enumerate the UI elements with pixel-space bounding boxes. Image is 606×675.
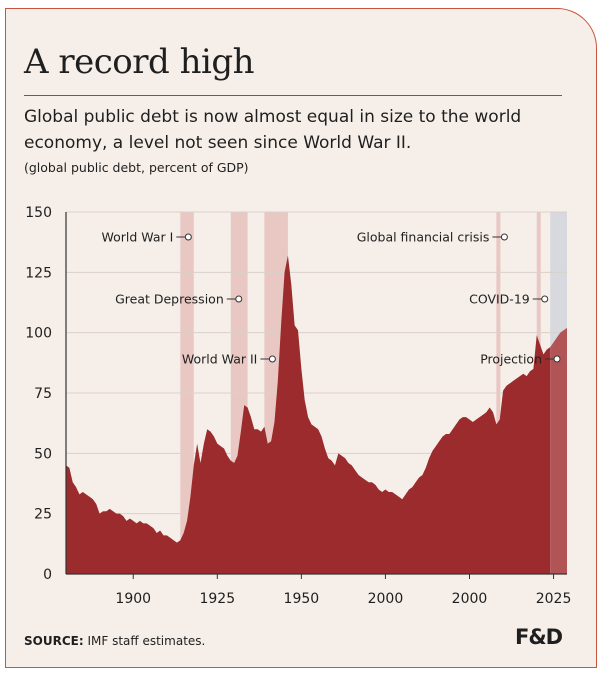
annotation-marker	[541, 295, 549, 303]
y-tick-label: 150	[25, 205, 52, 221]
annotations: World War I Great Depression World War II G…	[101, 230, 561, 367]
annotation-label: World War I	[101, 230, 173, 245]
historical-area	[66, 255, 551, 574]
chart-subtitle: Global public debt is now almost equal i…	[24, 107, 522, 153]
unit-label: (global public debt, percent of GDP)	[24, 160, 249, 175]
source-note: SOURCE: IMF staff estimates.	[24, 634, 205, 648]
annotation-marker	[553, 355, 561, 363]
x-tick-label: 1900	[115, 591, 151, 607]
y-tick-label: 75	[34, 386, 52, 402]
annotation-marker	[500, 233, 508, 241]
annotation-label: Global financial crisis	[357, 230, 490, 245]
annotation-marker	[268, 355, 276, 363]
annotation-label: World War II	[182, 352, 258, 367]
annotation-label: Great Depression	[115, 292, 224, 307]
y-tick-label: 0	[43, 567, 52, 583]
fd-logo: F&D	[515, 625, 563, 649]
annotation-label: Projection	[480, 352, 542, 367]
y-tick-label: 25	[34, 507, 52, 523]
projection-area	[550, 327, 567, 574]
x-tick-label: 1950	[284, 591, 320, 607]
source-label: SOURCE:	[24, 634, 84, 648]
debt-area	[66, 255, 567, 574]
annotation-marker	[235, 295, 243, 303]
y-tick-label: 125	[25, 265, 52, 281]
x-tick-label: 1925	[199, 591, 235, 607]
x-tick-label: 2000	[452, 591, 488, 607]
axes: 0 25 50 75 100 125 150 1900 1925 1950 2000 2000 2025	[25, 205, 571, 607]
annotation-marker	[184, 233, 192, 241]
x-tick-label: 2000	[368, 591, 404, 607]
annotation-label: COVID-19	[469, 292, 530, 307]
title-rule	[24, 95, 562, 96]
x-tick-label: 2025	[536, 591, 572, 607]
y-tick-label: 100	[25, 326, 52, 342]
y-tick-label: 50	[34, 446, 52, 462]
source-text: IMF staff estimates.	[87, 634, 206, 648]
chart-title: A record high	[24, 42, 255, 82]
